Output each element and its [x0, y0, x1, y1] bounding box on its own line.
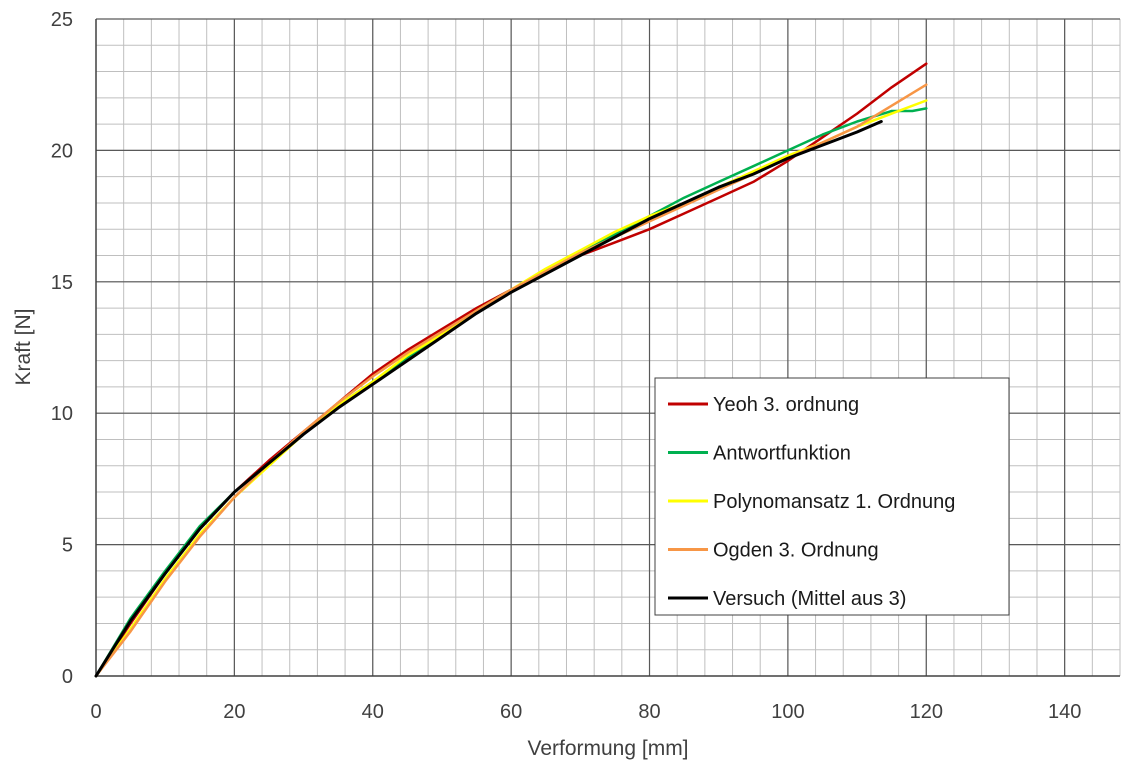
legend-label: Versuch (Mittel aus 3)	[713, 588, 906, 610]
x-axis-title: Verformung [mm]	[527, 737, 688, 760]
y-tick-label: 20	[51, 140, 73, 162]
legend: Yeoh 3. ordnung Antwortfunktion Polynomans…	[654, 377, 1010, 616]
x-tick-label: 120	[910, 701, 943, 723]
x-tick-label: 140	[1048, 701, 1081, 723]
x-tick-label: 20	[223, 701, 245, 723]
x-tick-label: 100	[771, 701, 804, 723]
legend-label: Yeoh 3. ordnung	[713, 394, 859, 416]
y-tick-labels: 0 5 10 15 20 25	[51, 9, 73, 688]
y-tick-label: 0	[62, 666, 73, 688]
y-tick-label: 25	[51, 9, 73, 31]
x-tick-label: 40	[362, 701, 384, 723]
y-tick-label: 10	[51, 403, 73, 425]
legend-box	[654, 377, 1010, 616]
y-axis-title: Kraft [N]	[12, 308, 35, 385]
series-lines	[94, 62, 928, 678]
legend-label: Ogden 3. Ordnung	[713, 540, 879, 562]
x-tick-labels: 0 20 40 60 80 100 120 140	[90, 701, 1081, 723]
y-tick-label: 15	[51, 272, 73, 294]
series-line	[94, 120, 883, 678]
y-tick-label: 5	[62, 535, 73, 557]
legend-label: Polynomansatz 1. Ordnung	[713, 491, 955, 513]
major-gridlines	[96, 18, 1120, 676]
x-tick-label: 0	[90, 701, 101, 723]
x-tick-label: 80	[638, 701, 660, 723]
x-tick-label: 60	[500, 701, 522, 723]
axes	[95, 19, 1120, 677]
legend-label: Antwortfunktion	[713, 443, 851, 465]
